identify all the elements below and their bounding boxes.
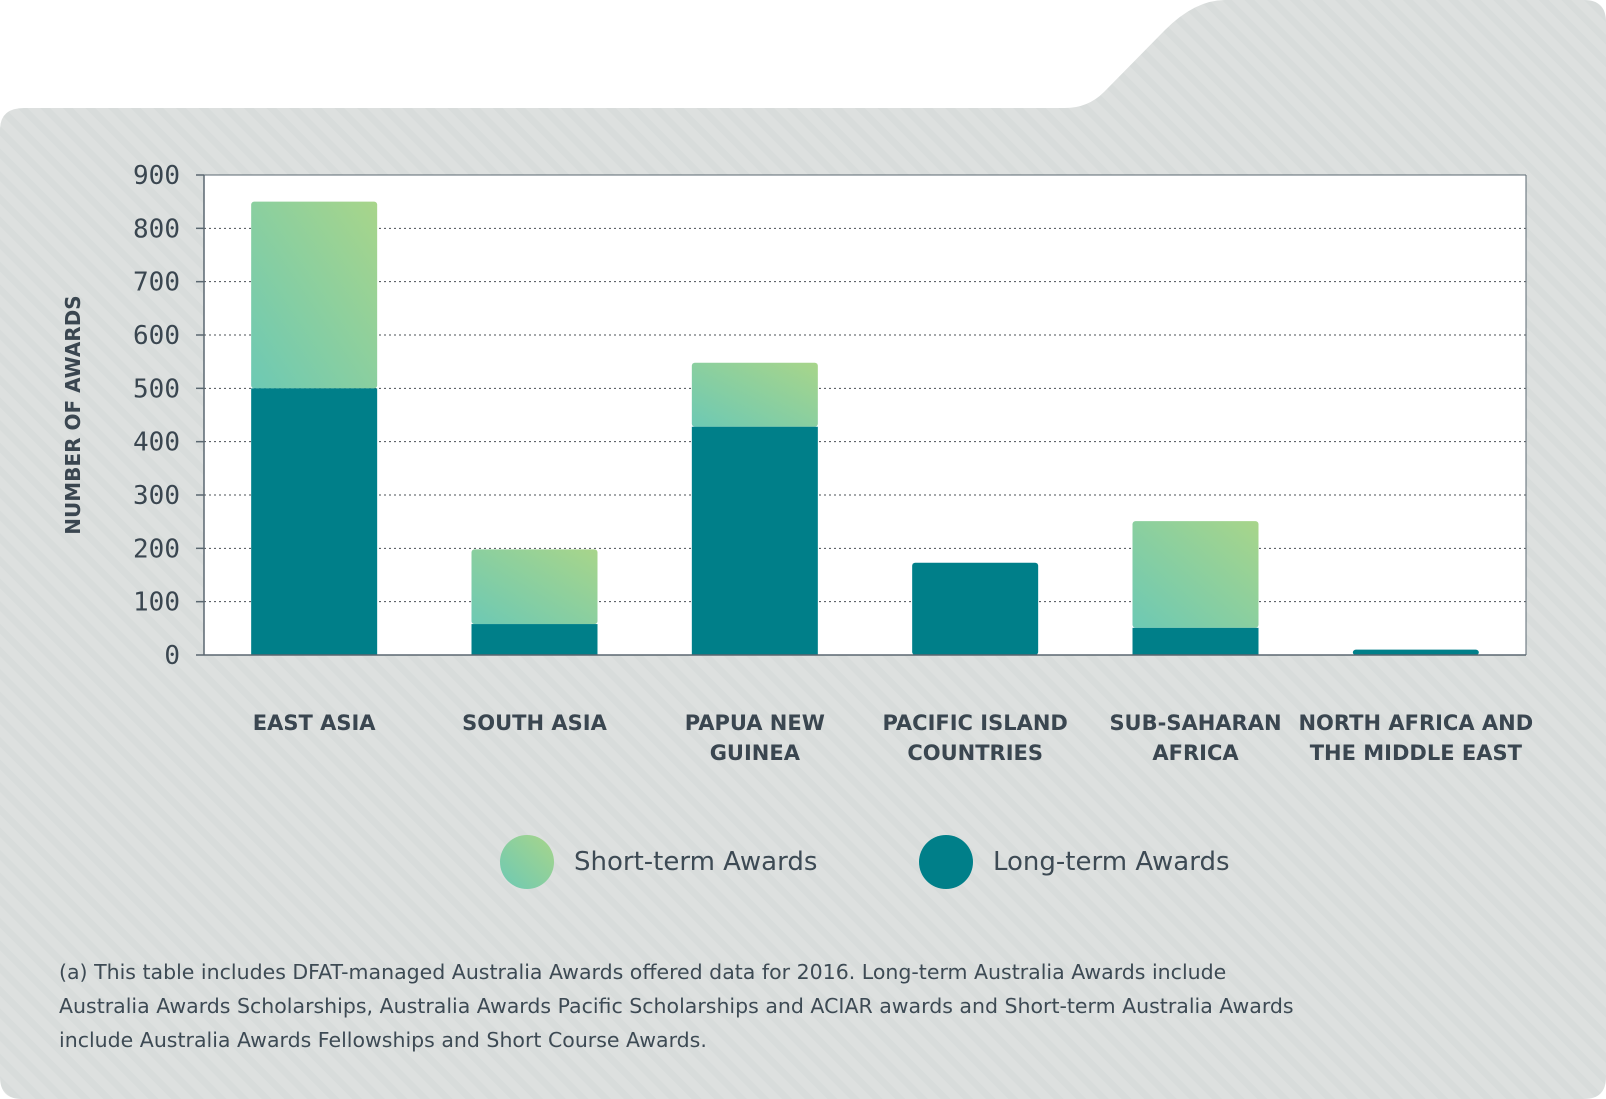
x-tick-label: PACIFIC ISLAND	[882, 711, 1067, 735]
y-tick-labels: 0 100 200 300 400 500 600 700 800 900	[133, 161, 180, 671]
y-tick-label: 400	[133, 428, 180, 458]
y-tick-label: 200	[133, 534, 180, 564]
x-tick-label: SUB-SAHARAN	[1109, 711, 1281, 735]
bar-short-term	[1132, 521, 1259, 628]
bars	[251, 201, 1479, 655]
bar-long-term	[251, 388, 378, 655]
bar-long-term	[471, 624, 598, 655]
category-labels: EAST ASIA SOUTH ASIA PAPUA NEW GUINEA PACIFI…	[253, 711, 1533, 765]
legend-item-long-term: Long-term Awards	[919, 834, 1230, 890]
y-tick-label: 0	[164, 641, 180, 671]
y-tick-label: 300	[133, 481, 180, 511]
long-term-swatch-icon	[919, 835, 973, 889]
x-tick-label: NORTH AFRICA AND	[1298, 711, 1533, 735]
bar-short-term	[691, 362, 818, 427]
footnote: (a) This table includes DFAT-managed Aus…	[59, 960, 1294, 1052]
short-term-swatch-icon	[500, 835, 554, 889]
bar-long-term	[1132, 627, 1259, 655]
axes	[196, 174, 1527, 656]
x-tick-label: SOUTH ASIA	[462, 711, 607, 735]
legend-label-short-term: Short-term Awards	[574, 847, 818, 877]
legend-item-short-term: Short-term Awards	[500, 834, 817, 890]
bar-long-term	[691, 426, 818, 655]
bar-short-term	[251, 201, 378, 389]
legend-label-long-term: Long-term Awards	[993, 847, 1230, 877]
y-tick-label: 900	[133, 161, 180, 191]
y-tick-label: 800	[133, 214, 180, 244]
legend: Short-term Awards Long-term Awards	[0, 834, 1606, 890]
y-tick-label: 700	[133, 268, 180, 298]
y-tick-label: 100	[133, 588, 180, 618]
plot-area	[204, 175, 1526, 655]
bar-long-term	[1352, 649, 1479, 655]
x-tick-label: THE MIDDLE EAST	[1310, 741, 1523, 765]
x-tick-label: GUINEA	[710, 741, 801, 765]
x-tick-label: COUNTRIES	[907, 741, 1043, 765]
bar-short-term	[471, 549, 598, 625]
y-axis-label: NUMBER OF AWARDS	[61, 295, 85, 534]
x-tick-label: AFRICA	[1152, 741, 1239, 765]
x-tick-label: PAPUA NEW	[685, 711, 825, 735]
y-tick-label: 600	[133, 321, 180, 351]
y-tick-label: 500	[133, 374, 180, 404]
x-tick-label: EAST ASIA	[253, 711, 377, 735]
bar-long-term	[912, 562, 1039, 655]
